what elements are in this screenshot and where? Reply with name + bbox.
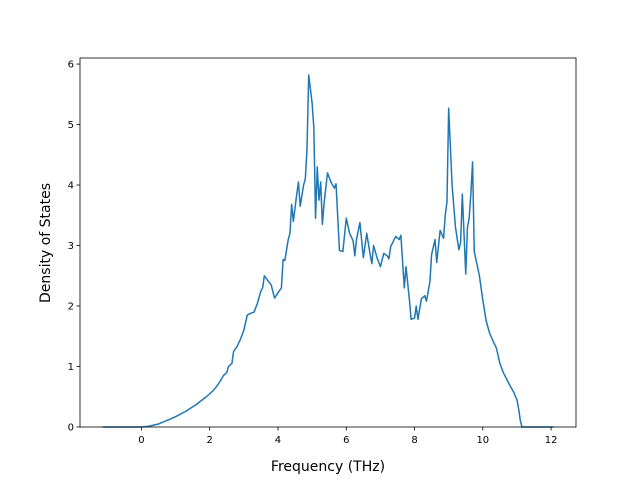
y-tick-label: 1 (68, 362, 74, 373)
x-tick-label: 10 (476, 435, 489, 446)
y-tick-label: 4 (68, 181, 74, 192)
line (102, 74, 554, 428)
x-tick-label: 12 (545, 435, 558, 446)
y-axis-label: Density of States (38, 183, 54, 303)
y-tick-label: 6 (68, 60, 74, 71)
plot-frame (79, 57, 577, 428)
x-axis-label: Frequency (THz) (271, 459, 385, 475)
x-tick-label: 8 (411, 435, 417, 446)
y-tick-label: 0 (68, 423, 74, 434)
x-tick-label: 4 (275, 435, 281, 446)
x-tick-label: 6 (343, 435, 349, 446)
x-tick-label: 2 (207, 435, 213, 446)
y-tick-label: 5 (68, 120, 74, 131)
y-tick-label: 3 (68, 241, 74, 252)
y-tick-label: 2 (68, 302, 74, 313)
x-tick-label: 0 (138, 435, 144, 446)
